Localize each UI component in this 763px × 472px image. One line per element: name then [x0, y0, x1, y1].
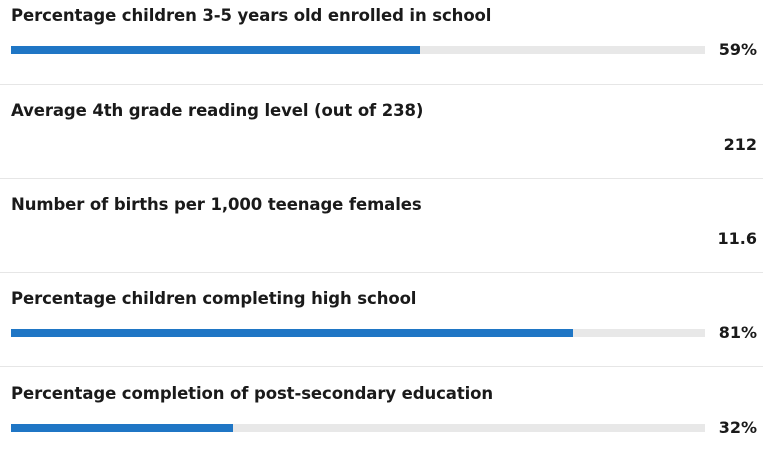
- metric-value: 212: [723, 135, 757, 154]
- progress-track: [11, 46, 705, 54]
- metric-value: 81%: [718, 323, 757, 342]
- metric-row: Percentage completion of post-secondary …: [0, 378, 763, 472]
- progress-bar: [11, 424, 233, 432]
- metric-row: Percentage children completing high scho…: [0, 283, 763, 377]
- metric-row: Percentage children 3-5 years old enroll…: [0, 0, 763, 94]
- metric-row: Average 4th grade reading level (out of …: [0, 95, 763, 189]
- divider: [0, 178, 763, 179]
- divider: [0, 366, 763, 367]
- metric-title: Average 4th grade reading level (out of …: [11, 101, 424, 120]
- metric-value: 59%: [718, 40, 757, 59]
- metric-title: Percentage completion of post-secondary …: [11, 384, 494, 403]
- progress-track: [11, 329, 705, 337]
- metrics-list: Percentage children 3-5 years old enroll…: [0, 0, 763, 437]
- metric-title: Percentage children 3-5 years old enroll…: [11, 6, 492, 25]
- progress-track: [11, 424, 705, 432]
- metric-value: 11.6: [717, 229, 757, 248]
- metric-title: Percentage children completing high scho…: [11, 289, 417, 308]
- progress-bar: [11, 329, 573, 337]
- divider: [0, 84, 763, 85]
- divider: [0, 272, 763, 273]
- metric-value: 32%: [718, 418, 757, 437]
- progress-bar: [11, 46, 420, 54]
- metric-title: Number of births per 1,000 teenage femal…: [11, 195, 422, 214]
- metric-row: Number of births per 1,000 teenage femal…: [0, 189, 763, 283]
